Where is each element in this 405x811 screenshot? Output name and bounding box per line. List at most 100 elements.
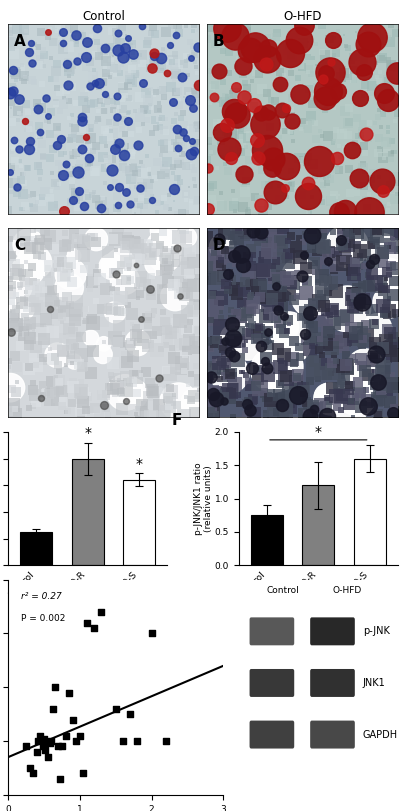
Circle shape <box>220 324 247 351</box>
FancyBboxPatch shape <box>309 669 354 697</box>
Circle shape <box>99 254 125 280</box>
Text: *: * <box>135 457 142 471</box>
Point <box>98 606 104 619</box>
Circle shape <box>372 286 404 318</box>
Circle shape <box>254 343 302 391</box>
Title: O-HFD: O-HFD <box>282 11 321 24</box>
Bar <box>123 480 155 565</box>
Point <box>35 735 41 748</box>
Circle shape <box>2 296 16 310</box>
Bar <box>302 485 333 565</box>
Circle shape <box>364 234 399 269</box>
Circle shape <box>101 255 122 276</box>
Circle shape <box>45 343 70 367</box>
Circle shape <box>55 259 86 290</box>
Bar <box>72 458 103 565</box>
Circle shape <box>94 345 112 363</box>
Point <box>44 751 51 764</box>
Circle shape <box>346 349 383 386</box>
Y-axis label: p-JNK/JNK1 ratio
(relative units): p-JNK/JNK1 ratio (relative units) <box>194 462 213 534</box>
Text: *: * <box>314 424 321 439</box>
Circle shape <box>148 240 180 272</box>
FancyBboxPatch shape <box>249 721 294 749</box>
Point <box>37 729 44 742</box>
Circle shape <box>0 373 25 401</box>
Circle shape <box>66 354 81 369</box>
Point <box>66 686 72 699</box>
Text: JNK1: JNK1 <box>362 678 385 688</box>
Circle shape <box>146 230 181 265</box>
Point <box>40 732 47 745</box>
Circle shape <box>250 347 295 393</box>
Circle shape <box>23 233 40 250</box>
FancyBboxPatch shape <box>249 617 294 646</box>
Point <box>80 766 87 779</box>
Point <box>73 735 79 748</box>
Point <box>112 702 119 715</box>
Point <box>162 735 169 748</box>
Circle shape <box>96 337 111 351</box>
Point <box>50 702 56 715</box>
Circle shape <box>67 249 81 263</box>
FancyBboxPatch shape <box>309 721 354 749</box>
Circle shape <box>237 304 270 337</box>
Point <box>62 729 68 742</box>
Point <box>83 616 90 629</box>
Circle shape <box>262 311 286 336</box>
Circle shape <box>104 302 126 323</box>
Point <box>148 627 155 640</box>
Circle shape <box>160 383 197 420</box>
Text: p-JNK: p-JNK <box>362 626 389 637</box>
Circle shape <box>2 272 32 302</box>
Circle shape <box>371 258 404 291</box>
Text: F: F <box>172 413 182 428</box>
FancyBboxPatch shape <box>309 617 354 646</box>
Point <box>42 743 49 756</box>
Circle shape <box>384 291 401 308</box>
Circle shape <box>125 330 149 354</box>
Circle shape <box>127 334 149 356</box>
Circle shape <box>55 273 83 302</box>
Text: A: A <box>14 34 26 49</box>
Text: Control: Control <box>266 586 299 595</box>
Circle shape <box>337 379 374 416</box>
Circle shape <box>269 312 307 350</box>
Point <box>69 713 76 726</box>
Circle shape <box>83 330 98 345</box>
Circle shape <box>346 388 373 414</box>
Circle shape <box>145 252 167 275</box>
Text: *: * <box>84 426 91 440</box>
Circle shape <box>345 358 379 393</box>
Circle shape <box>12 253 45 285</box>
Bar <box>250 515 282 565</box>
Circle shape <box>230 325 265 360</box>
Circle shape <box>265 310 291 336</box>
Point <box>91 622 97 635</box>
Title: Control: Control <box>82 11 125 24</box>
Text: P = 0.002: P = 0.002 <box>21 614 65 623</box>
Point <box>55 740 62 753</box>
Point <box>30 766 36 779</box>
Text: D: D <box>212 238 225 252</box>
Circle shape <box>150 217 177 243</box>
Circle shape <box>284 336 309 361</box>
Point <box>119 735 126 748</box>
Point <box>48 735 54 748</box>
Point <box>34 745 40 758</box>
Circle shape <box>268 312 298 342</box>
Circle shape <box>313 383 345 415</box>
Text: GAPDH: GAPDH <box>362 730 397 740</box>
Circle shape <box>281 258 318 294</box>
Bar <box>353 458 385 565</box>
Circle shape <box>181 388 209 417</box>
Bar <box>20 532 52 565</box>
Circle shape <box>209 235 233 259</box>
Circle shape <box>291 278 330 317</box>
Text: C: C <box>14 238 25 252</box>
Circle shape <box>176 227 196 247</box>
Point <box>51 680 58 693</box>
Circle shape <box>1 272 17 288</box>
Circle shape <box>327 381 369 424</box>
Circle shape <box>16 302 34 319</box>
Circle shape <box>17 245 51 280</box>
